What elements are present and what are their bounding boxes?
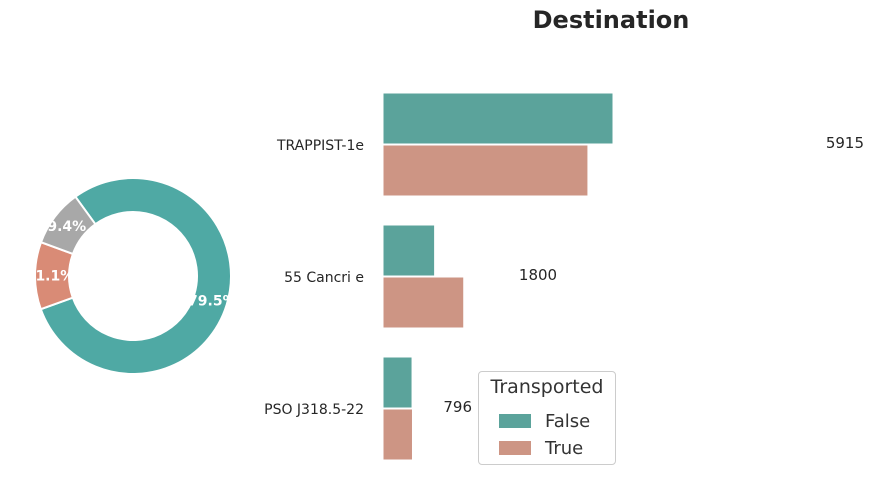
legend-label-true: True — [545, 437, 584, 459]
bar-false — [382, 92, 614, 145]
donut-percent-label: 79.5% — [188, 293, 237, 309]
total-label: 5915 — [826, 134, 864, 152]
donut-percent-label: 9.4% — [47, 219, 86, 235]
bar-false — [382, 224, 436, 277]
donut-chart: 79.5% 11.1% 9.4% — [26, 177, 237, 375]
total-label: 796 — [443, 398, 472, 416]
bar-true — [382, 408, 413, 461]
bar-true — [382, 144, 589, 197]
legend-title: Transported — [490, 376, 604, 398]
total-label: 1800 — [519, 266, 557, 284]
chart-title: Destination — [532, 6, 690, 34]
bar-true — [382, 276, 465, 329]
legend-swatch-true — [499, 441, 531, 455]
bar-false — [382, 356, 413, 409]
legend-item-false: False — [499, 410, 590, 432]
donut-slice — [39, 195, 97, 256]
legend-label-false: False — [545, 410, 591, 432]
legend-swatch-false — [499, 414, 531, 428]
bar-chart: TRAPPIST-1e 5915 55 Cancri e 1800 PSO J318.5… — [264, 92, 864, 461]
category-label: TRAPPIST-1e — [276, 138, 364, 154]
donut-slice — [39, 177, 232, 375]
category-label: 55 Cancri e — [284, 270, 364, 286]
legend-item-true: True — [499, 437, 583, 459]
legend: Transported False True — [478, 371, 616, 465]
donut-percent-label: 11.1% — [26, 269, 75, 285]
category-label: PSO J318.5-22 — [264, 402, 364, 418]
